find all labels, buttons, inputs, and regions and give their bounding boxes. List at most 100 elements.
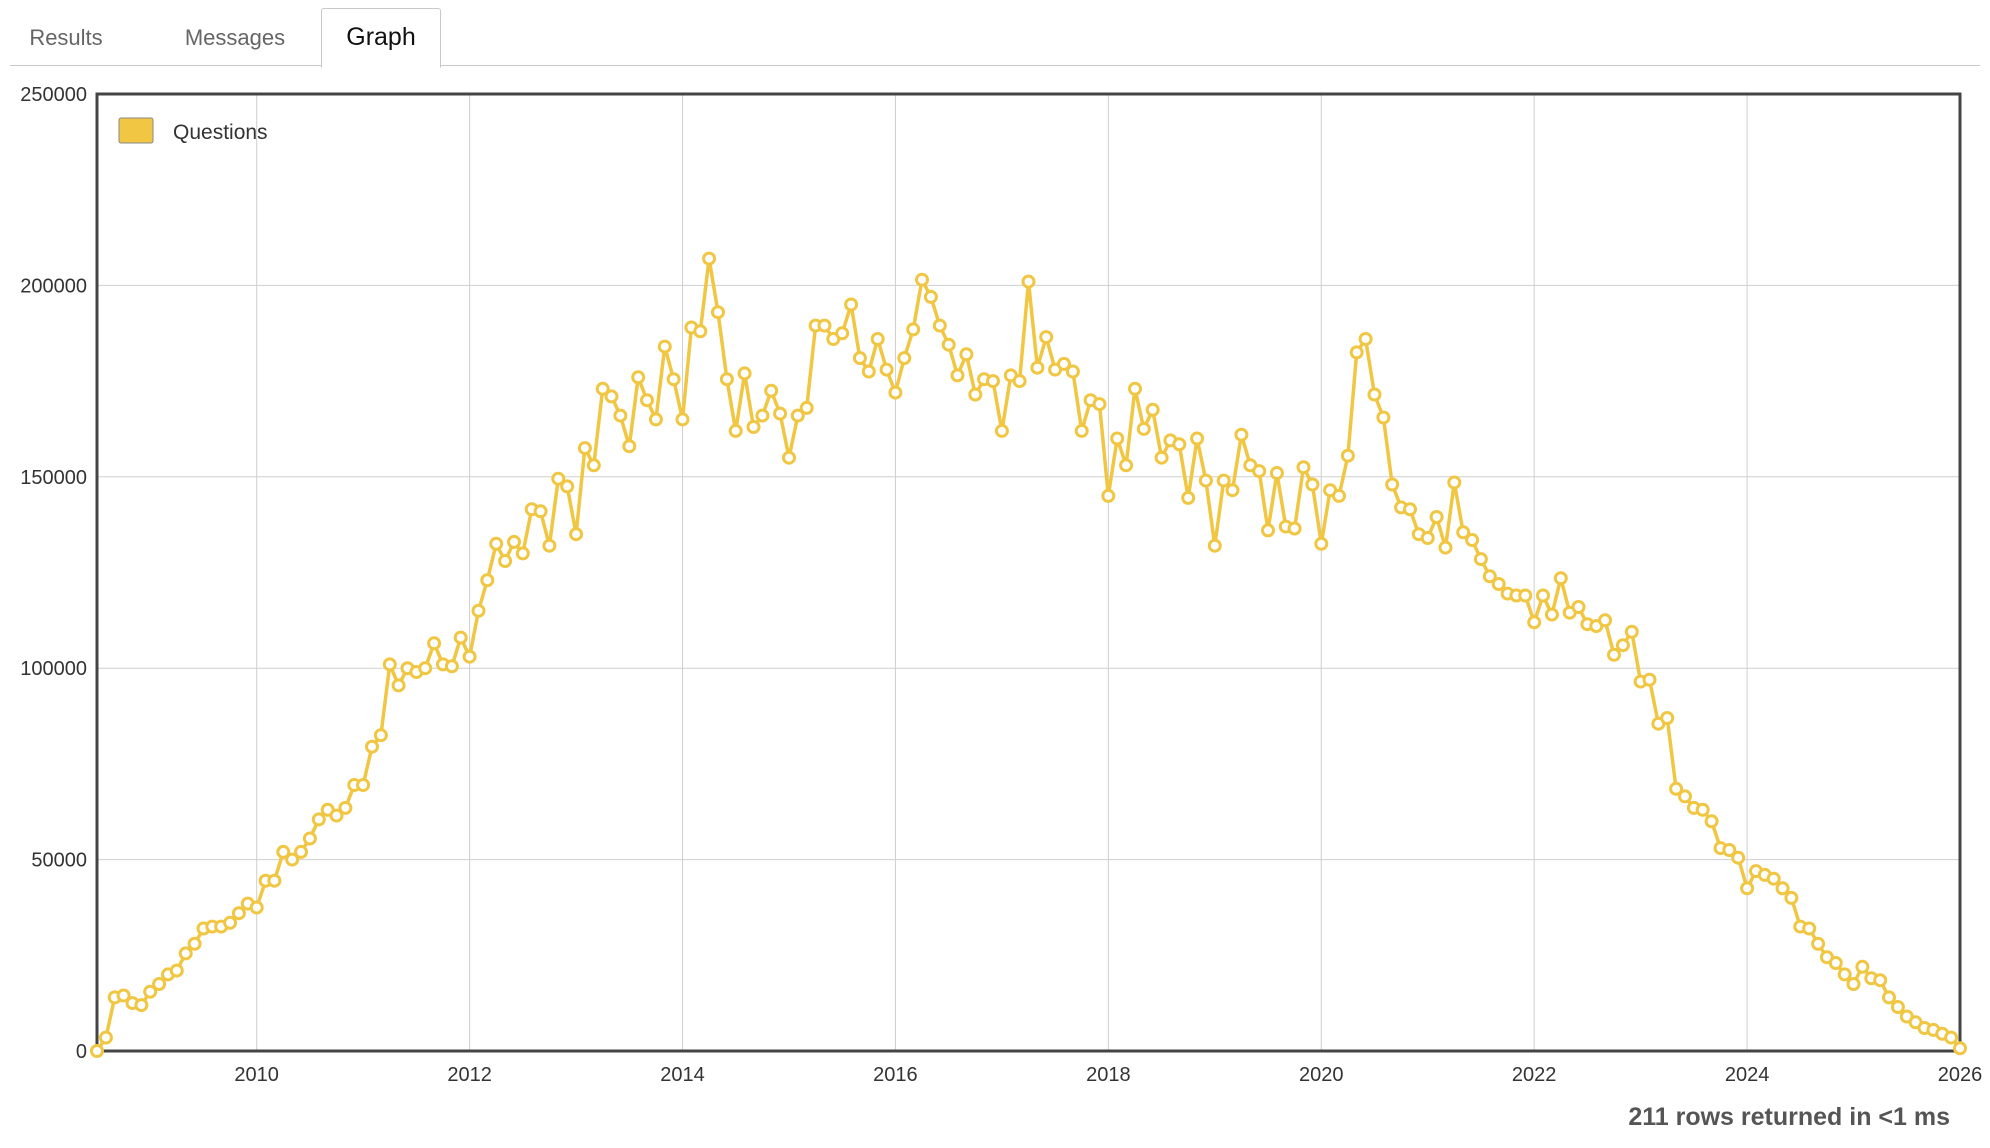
data-point (702, 251, 717, 266)
data-point (764, 383, 779, 398)
x-tick-label: 2016 (873, 1064, 918, 1086)
x-tick-label: 2018 (1086, 1064, 1131, 1086)
data-point (1403, 502, 1417, 517)
data-point (1766, 871, 1781, 886)
data-point (1181, 490, 1196, 505)
data-point (1385, 477, 1400, 492)
data-point (152, 977, 167, 991)
data-point (799, 400, 814, 415)
data-point (959, 347, 974, 362)
data-point (1784, 890, 1799, 905)
data-point (631, 370, 646, 385)
data-point (817, 318, 832, 333)
tab-messages[interactable]: Messages (184, 25, 286, 50)
data-point (861, 364, 876, 379)
data-point (391, 678, 406, 693)
data-point (1678, 789, 1692, 804)
series-line-questions (95, 256, 1962, 1052)
data-point (427, 636, 442, 651)
data-point (968, 387, 983, 402)
data-point (1491, 577, 1506, 591)
data-point (932, 318, 947, 333)
data-point (1837, 967, 1852, 982)
data-point (1553, 571, 1568, 586)
data-point (835, 326, 850, 341)
data-point (1305, 477, 1320, 492)
data-point (1607, 647, 1621, 662)
data-point (1101, 488, 1116, 503)
plot-area (95, 92, 1962, 1053)
data-point (693, 324, 708, 339)
data-point (90, 1044, 104, 1058)
data-point (1074, 423, 1089, 438)
data-point (294, 844, 308, 859)
data-point (1092, 397, 1107, 412)
legend-label-questions: Questions (173, 121, 268, 144)
data-point (1740, 881, 1755, 896)
data-point (595, 381, 610, 396)
data-point (356, 778, 371, 792)
data-point (746, 420, 761, 434)
data-point (187, 936, 202, 951)
data-point (1953, 1041, 1967, 1056)
data-point (915, 272, 929, 287)
data-point (640, 393, 654, 408)
data-point (1198, 473, 1213, 488)
data-point (462, 649, 477, 664)
data-point (1367, 387, 1382, 402)
data-point (737, 366, 752, 381)
data-point (507, 534, 521, 549)
x-tick-label: 2022 (1512, 1064, 1557, 1086)
data-point (1030, 360, 1045, 375)
data-point (143, 984, 158, 999)
data-point (782, 450, 796, 465)
data-point (1660, 711, 1675, 725)
data-point (1642, 672, 1657, 687)
data-point (1598, 613, 1613, 628)
x-tick-label: 2020 (1299, 1064, 1344, 1086)
data-point (329, 808, 344, 823)
data-point (1021, 274, 1036, 289)
status-text: 211 rows returned in <1 ms (1628, 1103, 1950, 1131)
data-point (1207, 538, 1222, 553)
data-point (879, 362, 894, 377)
data-point (1811, 936, 1826, 951)
data-point (1065, 364, 1080, 379)
data-point (586, 458, 601, 473)
data-point (728, 423, 743, 438)
data-point (666, 372, 681, 387)
data-point (1882, 990, 1896, 1005)
data-point (1846, 977, 1861, 991)
data-point (302, 831, 317, 846)
data-point (489, 536, 504, 551)
data-point (1340, 448, 1355, 463)
data-point (1145, 402, 1160, 417)
data-point (719, 372, 734, 387)
data-point (1314, 536, 1329, 551)
data-point (1287, 521, 1302, 536)
data-point (1190, 431, 1205, 446)
tab-results[interactable]: Results (29, 25, 103, 50)
tab-graph[interactable]: Graph (321, 8, 441, 68)
data-point (1722, 843, 1737, 857)
data-point (1527, 615, 1542, 630)
data-point (1873, 973, 1888, 988)
data-point (1473, 552, 1488, 567)
data-point (223, 915, 238, 930)
legend: Questions (118, 117, 268, 144)
data-point (560, 479, 575, 494)
data-point (675, 412, 690, 427)
x-tick-label: 2026 (1938, 1064, 1983, 1086)
data-point (1269, 466, 1284, 480)
data-point (1447, 475, 1462, 490)
data-point (923, 289, 938, 304)
data-point (1704, 814, 1719, 829)
data-point (1571, 600, 1586, 614)
legend-swatch-questions (118, 117, 154, 144)
data-point (98, 1030, 113, 1045)
data-point (1890, 1000, 1905, 1014)
data-point (1695, 802, 1710, 817)
data-point (1802, 921, 1817, 936)
data-point (365, 739, 379, 754)
data-point (542, 538, 557, 553)
